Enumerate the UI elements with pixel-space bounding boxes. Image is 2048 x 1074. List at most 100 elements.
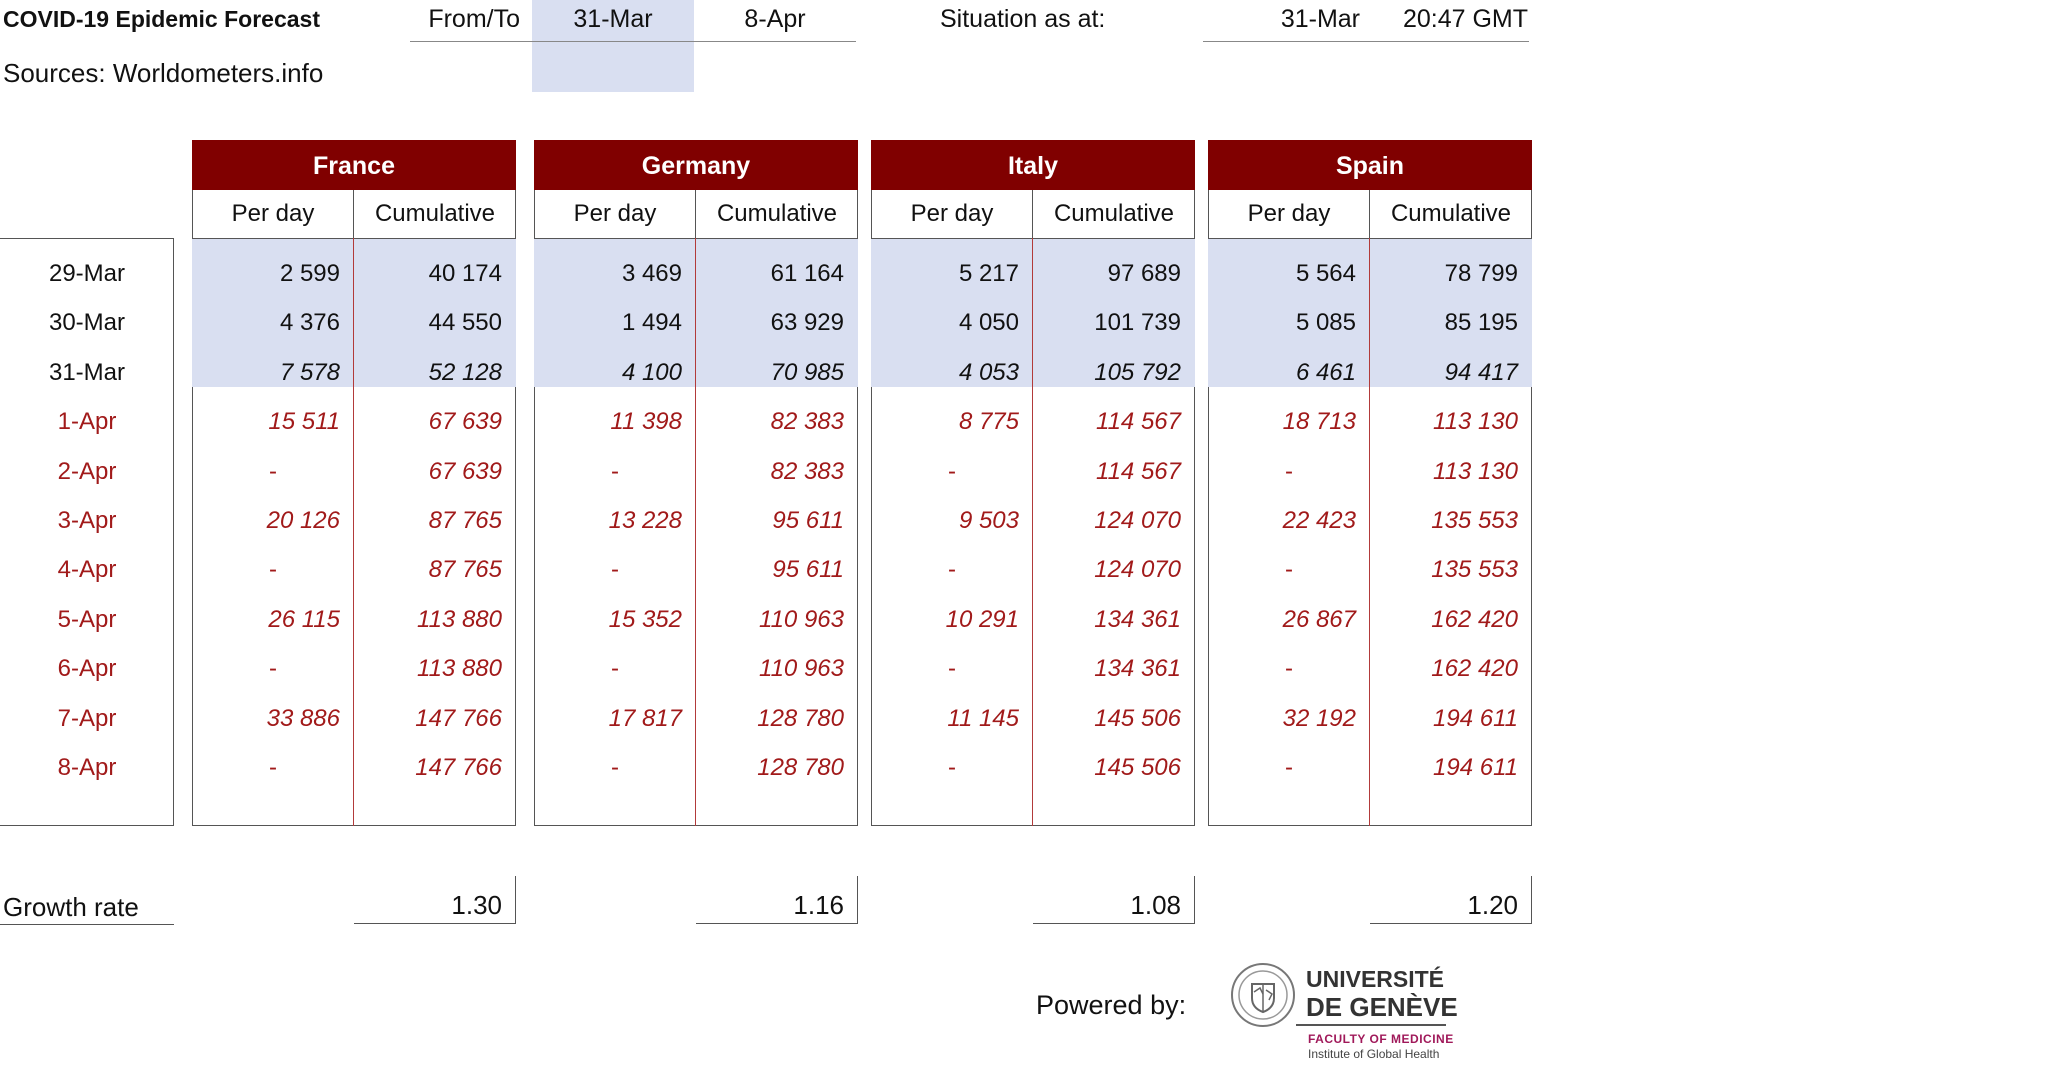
per-day-cell: - [1285, 556, 1293, 584]
growth-rate-box: 1.20 [1370, 876, 1532, 924]
per-day-cell: 26 867 [1282, 605, 1356, 633]
per-day-cell: 32 192 [1282, 704, 1356, 732]
per-day-cell: 3 469 [621, 260, 682, 287]
cumulative-cell: 70 985 [770, 358, 844, 386]
per-day-cell: - [1285, 457, 1293, 485]
cumulative-cell: 52 128 [428, 358, 502, 386]
per-day-cell: - [611, 655, 619, 683]
logo-faculty-text: FACULTY OF MEDICINE [1308, 1032, 1454, 1046]
per-day-cell: 6 461 [1295, 358, 1356, 386]
cumulative-header: Cumulative [1053, 200, 1175, 227]
situation-divider [1203, 41, 1529, 42]
logo-text-line1: UNIVERSITÉ [1306, 966, 1445, 992]
per-day-cell: 4 050 [958, 309, 1019, 337]
cumulative-cell: 113 130 [1433, 457, 1518, 485]
per-day-cell: 15 511 [268, 408, 340, 436]
per-day-cell: 15 352 [608, 605, 682, 633]
per-day-cell: - [948, 754, 956, 781]
cumulative-cell: 82 383 [770, 457, 844, 485]
per-day-cell: - [611, 457, 619, 485]
date-cell: 29-Mar [48, 260, 126, 287]
column-divider-red [695, 238, 696, 826]
per-day-cell: - [611, 754, 619, 781]
per-day-cell: - [269, 556, 277, 584]
per-day-cell: 1 494 [621, 309, 682, 337]
university-seal-icon [1231, 963, 1295, 1027]
cumulative-cell: 134 361 [1094, 655, 1181, 683]
per-day-cell: 4 376 [279, 309, 340, 337]
per-day-cell: 9 503 [958, 507, 1019, 534]
country-body [1208, 190, 1532, 826]
powered-by-label: Powered by: [1036, 990, 1187, 1020]
cumulative-cell: 124 070 [1094, 507, 1181, 534]
to-date-value[interactable]: 8-Apr [744, 5, 806, 33]
cumulative-cell: 95 611 [772, 556, 844, 584]
growth-rate-label: Growth rate [3, 892, 139, 922]
per-day-cell: - [269, 457, 277, 485]
country-table-italy: Italy Per day Cumulative 5 217 4 050 4 053 8 7… [871, 140, 1195, 826]
situation-time: 20:47 GMT [1402, 5, 1528, 33]
cumulative-cell: 113 130 [1433, 408, 1518, 436]
per-day-cell: - [269, 655, 277, 683]
column-divider-red [353, 238, 354, 826]
column-divider [1369, 190, 1370, 238]
country-body [192, 190, 516, 826]
cumulative-cell: 82 383 [770, 408, 844, 436]
cumulative-cell: 95 611 [772, 507, 844, 534]
column-divider [353, 190, 354, 238]
cumulative-cell: 110 963 [759, 605, 844, 633]
subheader-divider [192, 238, 516, 239]
per-day-cell: 5 085 [1295, 309, 1356, 337]
per-day-header: Per day [1247, 200, 1331, 227]
date-cell: 3-Apr [57, 507, 117, 534]
per-day-cell: 4 053 [958, 358, 1019, 386]
per-day-cell: 10 291 [945, 605, 1019, 633]
cumulative-cell: 40 174 [428, 260, 502, 287]
cumulative-cell: 105 792 [1094, 358, 1181, 386]
cumulative-cell: 67 639 [428, 457, 502, 485]
page-title: COVID-19 Epidemic Forecast [3, 6, 320, 32]
growth-rate-value: 1.30 [451, 890, 502, 920]
historical-highlight [192, 239, 516, 387]
per-day-cell: - [948, 655, 956, 683]
logo-text-line2: DE GENÈVE [1306, 992, 1458, 1022]
cumulative-cell: 124 070 [1094, 556, 1181, 584]
per-day-header: Per day [231, 200, 315, 227]
growth-rate-box: 1.08 [1033, 876, 1195, 924]
per-day-cell: 11 398 [610, 408, 682, 436]
per-day-cell: 18 713 [1282, 408, 1356, 436]
date-column [0, 238, 174, 826]
cumulative-cell: 162 420 [1431, 605, 1518, 633]
per-day-cell: 5 217 [958, 260, 1019, 287]
cumulative-cell: 194 611 [1433, 754, 1518, 781]
column-divider [695, 190, 696, 238]
header-divider [410, 41, 856, 42]
from-date-value[interactable]: 31-Mar [573, 5, 653, 33]
per-day-cell: - [611, 556, 619, 584]
logo-institute-text: Institute of Global Health [1308, 1047, 1440, 1061]
date-cell: 5-Apr [57, 605, 117, 633]
situation-label: Situation as at: [940, 5, 1106, 33]
from-date-cell[interactable] [532, 0, 694, 92]
country-table-france: France Per day Cumulative 2 599 4 376 7 578 15… [192, 140, 516, 826]
growth-rate-underline [0, 924, 174, 925]
country-header: France [192, 140, 516, 190]
column-divider [1032, 190, 1033, 238]
historical-highlight [871, 239, 1195, 387]
per-day-cell: 20 126 [266, 507, 340, 534]
subheader-divider [871, 238, 1195, 239]
date-cell: 6-Apr [57, 655, 117, 683]
date-cell: 4-Apr [57, 556, 117, 584]
date-cell: 30-Mar [48, 309, 126, 337]
date-cell: 8-Apr [57, 754, 117, 781]
cumulative-cell: 97 689 [1107, 260, 1181, 287]
per-day-cell: 8 775 [958, 408, 1019, 436]
cumulative-cell: 94 417 [1444, 358, 1518, 386]
cumulative-cell: 101 739 [1094, 309, 1181, 337]
per-day-cell: 13 228 [608, 507, 682, 534]
per-day-cell: 7 578 [279, 358, 340, 386]
country-table-spain: Spain Per day Cumulative 5 564 5 085 6 461 18 … [1208, 140, 1532, 826]
growth-rate-value: 1.16 [793, 890, 844, 920]
cumulative-cell: 78 799 [1444, 260, 1518, 287]
cumulative-cell: 85 195 [1444, 309, 1518, 337]
